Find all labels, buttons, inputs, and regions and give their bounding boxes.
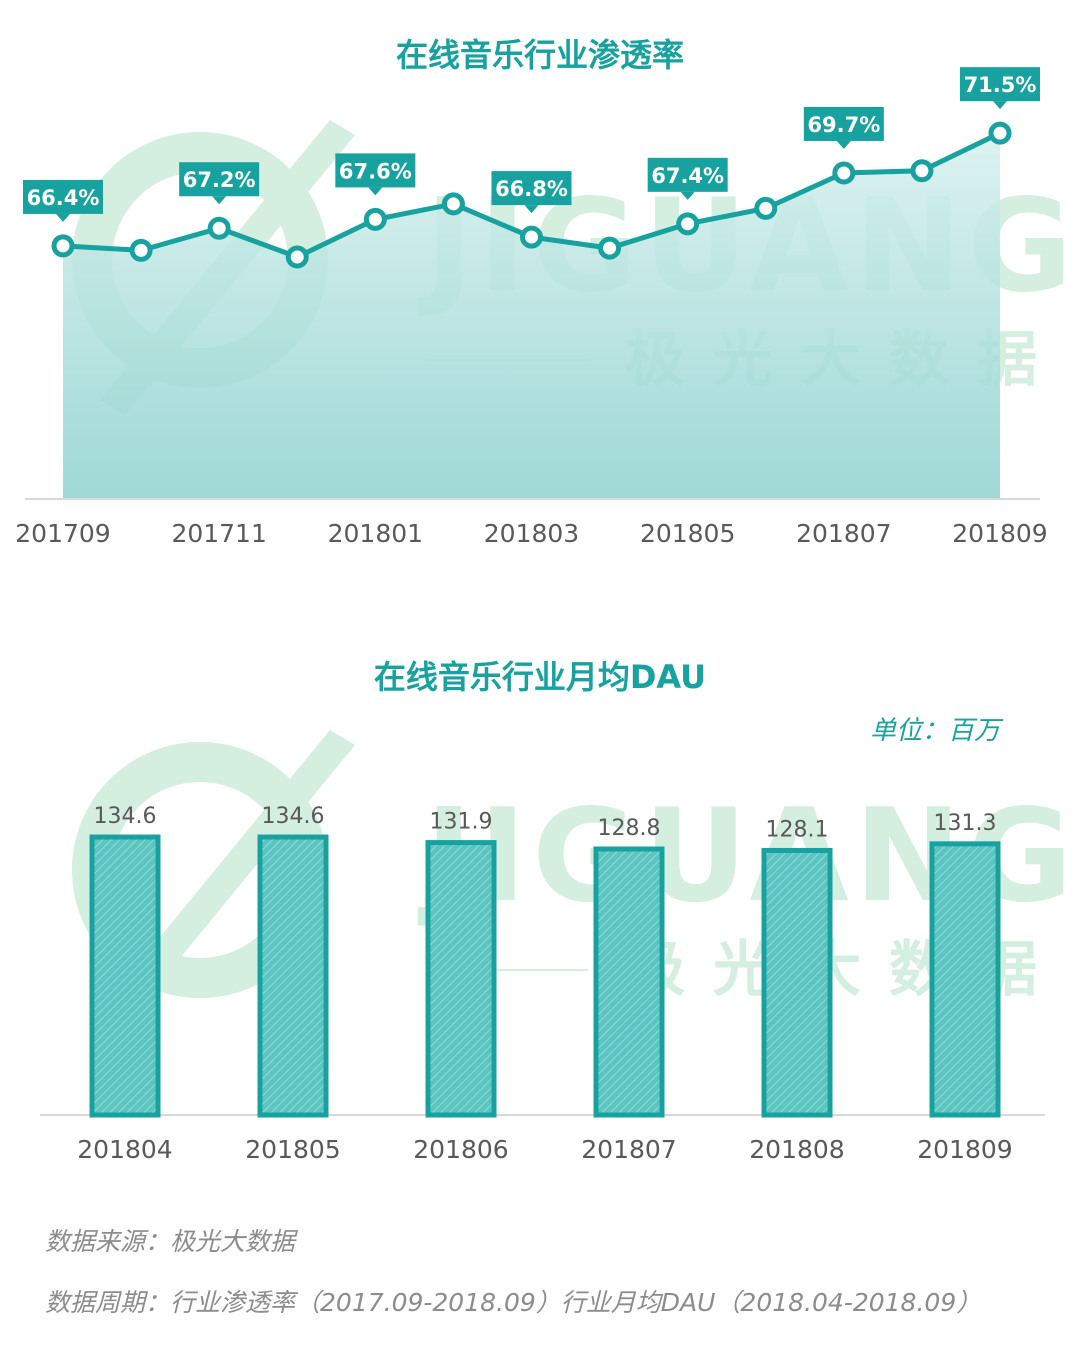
bar-value-label: 134.6	[94, 804, 157, 829]
bar-value-label: 128.1	[766, 817, 829, 842]
data-label-box	[335, 153, 416, 188]
data-point	[988, 121, 1012, 145]
bar	[929, 841, 1001, 1118]
data-label-pointer	[368, 187, 383, 196]
data-source-note: 数据来源：极光大数据	[45, 1227, 296, 1256]
x-tick-label: 201809	[952, 519, 1047, 548]
data-label: 67.4%	[651, 164, 724, 188]
data-label-box	[803, 106, 884, 141]
data-label-box	[179, 162, 260, 197]
data-point	[363, 207, 387, 231]
data-point	[285, 245, 309, 269]
data-label: 67.2%	[183, 168, 256, 192]
data-point	[129, 238, 153, 262]
data-label-pointer	[836, 140, 851, 149]
data-label: 69.7%	[807, 113, 880, 137]
x-tick-label: 201709	[15, 519, 110, 548]
bar-value-label: 131.3	[934, 811, 997, 836]
data-label: 66.8%	[495, 177, 568, 201]
x-tick-label: 201805	[245, 1135, 340, 1164]
data-point	[832, 161, 856, 185]
data-label-pointer	[56, 213, 70, 222]
bar	[593, 846, 665, 1118]
x-tick-label: 201803	[484, 519, 579, 548]
bar	[425, 840, 497, 1118]
line-chart-title: 在线音乐行业渗透率	[395, 36, 684, 74]
x-tick-label: 201807	[796, 519, 891, 548]
data-point	[207, 216, 231, 240]
bar	[89, 834, 161, 1118]
area-fill	[63, 133, 1000, 498]
x-tick-label: 201807	[581, 1135, 676, 1164]
bar-value-label: 134.6	[262, 804, 325, 829]
data-point	[441, 192, 465, 216]
data-point	[51, 234, 75, 258]
data-point	[676, 212, 700, 236]
data-point	[598, 236, 622, 260]
data-label: 67.6%	[339, 159, 412, 183]
unit-label: 单位：百万	[869, 716, 1000, 746]
data-label-box	[491, 171, 572, 206]
x-tick-label: 201806	[413, 1135, 508, 1164]
x-tick-label: 201809	[917, 1135, 1012, 1164]
bar-chart-title: 在线音乐行业月均DAU	[373, 658, 707, 696]
data-label-box	[960, 67, 1040, 102]
data-label-pointer	[524, 205, 539, 214]
data-point	[910, 159, 934, 183]
data-label-box	[23, 179, 103, 214]
data-label-box	[647, 157, 728, 192]
x-tick-label: 201805	[640, 519, 735, 548]
data-point	[754, 196, 778, 220]
bar-value-label: 131.9	[430, 810, 493, 835]
data-point	[520, 225, 543, 249]
data-period-note: 数据周期：行业渗透率（2017.09-2018.09）行业月均DAU（2018.…	[45, 1288, 982, 1317]
bar	[761, 847, 833, 1118]
x-tick-label: 201808	[749, 1135, 844, 1164]
data-label: 66.4%	[27, 186, 100, 210]
x-tick-label: 201711	[171, 519, 266, 548]
data-label-pointer	[212, 196, 227, 205]
data-label: 71.5%	[964, 73, 1037, 97]
data-label-pointer	[993, 101, 1007, 110]
data-label-pointer	[680, 191, 695, 200]
watermark-logo-slash	[100, 730, 355, 1025]
bar	[257, 834, 329, 1118]
x-tick-label: 201804	[77, 1135, 172, 1164]
bar-value-label: 128.8	[598, 816, 661, 841]
x-tick-label: 201801	[328, 519, 423, 548]
line-area-fill	[63, 133, 1000, 498]
